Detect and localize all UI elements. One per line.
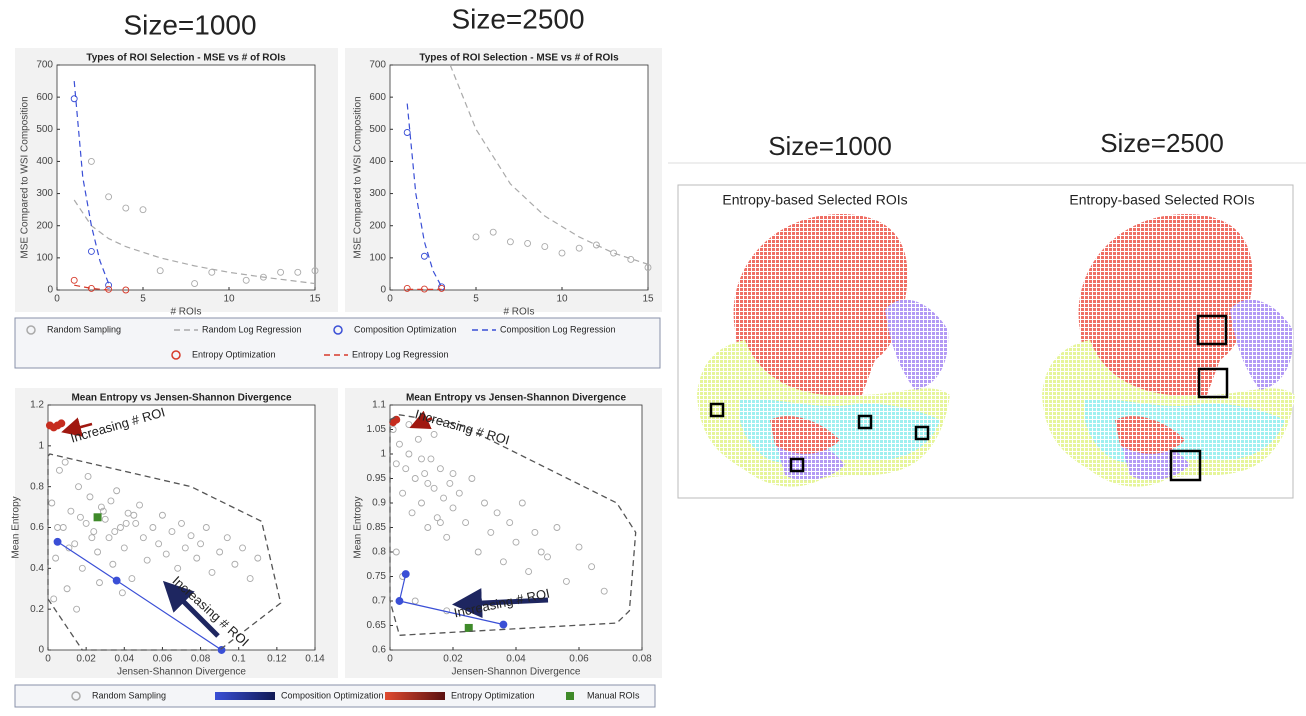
x-tick-label: 5 [140,294,146,305]
point [54,538,61,545]
y-tick-label: 200 [36,220,53,231]
figure: Size=1000 Size=2500 Size=1000 Size=2500 … [0,0,1306,711]
legend-label: Random Sampling [92,690,166,700]
y-tick-label: 600 [36,92,53,103]
legend-label: Entropy Log Regression [352,349,449,359]
map-title: Entropy-based Selected ROIs [1069,192,1254,208]
map-title: Entropy-based Selected ROIs [722,192,907,208]
x-tick-label: 0.06 [153,654,173,665]
x-tick-label: 0.08 [191,654,211,665]
x-tick-label: 0 [54,294,60,305]
y-tick-label: 500 [36,124,53,135]
y-tick-label: 100 [36,252,53,263]
y-tick-label: 300 [369,188,386,199]
chart-title: Types of ROI Selection - MSE vs # of ROI… [86,53,286,64]
x-tick-label: 0.08 [632,654,652,665]
legend-symbol [566,692,574,700]
y-tick-label: 0.2 [30,604,44,615]
legend-label: Entropy Optimization [192,349,276,359]
y-tick-label: 0.4 [30,563,44,574]
y-axis-label: MSE Compared to WSI Composition [353,96,364,258]
chart-title: Mean Entropy vs Jensen-Shannon Divergenc… [406,393,626,404]
x-tick-label: 15 [309,294,321,305]
y-tick-label: 200 [369,220,386,231]
point [396,598,403,605]
x-tick-label: 0.12 [267,654,287,665]
legend-label: Random Sampling [47,324,121,334]
chart-title: Mean Entropy vs Jensen-Shannon Divergenc… [71,393,291,404]
y-tick-label: 100 [369,252,386,263]
legend-label: Composition Log Regression [500,324,616,334]
x-tick-label: 0.14 [305,654,325,665]
y-tick-label: 0.7 [372,596,386,607]
x-tick-label: 0 [45,654,51,665]
point [218,647,225,654]
x-tick-label: 0 [387,654,393,665]
y-tick-label: 0.85 [367,522,387,533]
manual-roi [94,513,102,521]
y-tick-label: 0 [380,285,386,296]
x-tick-label: 0.1 [232,654,246,665]
x-tick-label: 10 [223,294,235,305]
chart-title: Types of ROI Selection - MSE vs # of ROI… [419,53,619,64]
point [113,577,120,584]
y-tick-label: 700 [36,60,53,71]
x-tick-label: 5 [473,294,479,305]
y-tick-label: 1.2 [30,400,44,411]
y-tick-label: 1.1 [372,400,386,411]
x-axis-label: Jensen-Shannon Divergence [452,667,581,678]
x-tick-label: 10 [556,294,568,305]
y-tick-label: 0.65 [367,620,387,631]
y-axis-label: Mean Entropy [11,496,22,558]
y-tick-label: 0.8 [372,547,386,558]
y-axis-label: MSE Compared to WSI Composition [20,96,31,258]
legend-label: Random Log Regression [202,324,302,334]
legend-label: Manual ROIs [587,690,640,700]
y-tick-label: 1 [380,449,386,460]
y-tick-label: 1 [38,440,44,451]
x-tick-label: 0.04 [506,654,526,665]
x-tick-label: 0.04 [115,654,135,665]
plot-area [390,405,642,650]
point [500,621,507,628]
y-tick-label: 0 [47,285,53,296]
plot-area [57,65,315,290]
legend-label: Composition Optimization [281,690,384,700]
x-tick-label: 0.02 [76,654,96,665]
y-tick-label: 0.95 [367,473,387,484]
y-tick-label: 0.75 [367,571,387,582]
size-header: Size=1000 [768,131,892,161]
size-header: Size=2500 [1100,128,1224,158]
x-axis-label: # ROIs [503,307,534,318]
legend-label: Entropy Optimization [451,690,535,700]
legend-label: Composition Optimization [354,324,457,334]
y-tick-label: 0 [38,645,44,656]
x-tick-label: 0.06 [569,654,589,665]
y-tick-label: 0.9 [372,498,386,509]
y-axis-label: Mean Entropy [353,496,364,558]
y-tick-label: 0.6 [30,522,44,533]
y-tick-label: 400 [369,156,386,167]
plot-area [48,405,315,650]
size-header: Size=2500 [451,3,584,34]
y-tick-label: 500 [369,124,386,135]
y-tick-label: 0.8 [30,481,44,492]
y-tick-label: 700 [369,60,386,71]
legend-symbol [385,692,445,700]
x-tick-label: 0.02 [443,654,463,665]
legend-symbol [215,692,275,700]
y-tick-label: 0.6 [372,645,386,656]
x-tick-label: 0 [387,294,393,305]
y-tick-label: 300 [36,188,53,199]
x-axis-label: Jensen-Shannon Divergence [117,667,246,678]
y-tick-label: 600 [369,92,386,103]
point [402,571,409,578]
x-tick-label: 15 [642,294,654,305]
x-axis-label: # ROIs [170,307,201,318]
point [58,420,65,427]
y-tick-label: 1.05 [367,424,387,435]
y-tick-label: 400 [36,156,53,167]
size-header: Size=1000 [123,9,256,40]
